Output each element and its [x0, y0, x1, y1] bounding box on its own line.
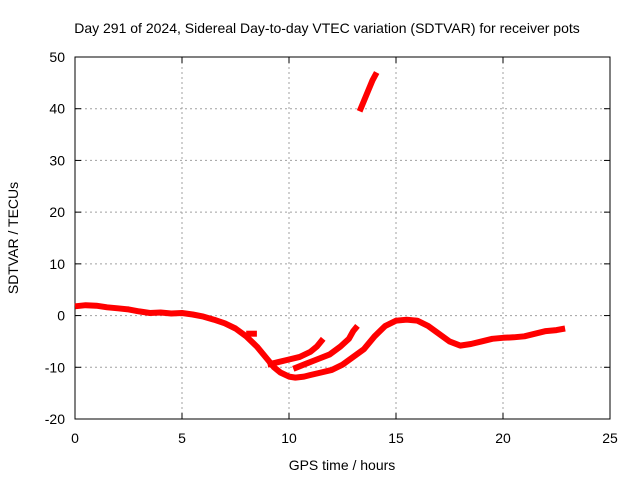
y-tick-label: 0 — [57, 308, 65, 324]
y-tick-label: 40 — [49, 101, 65, 117]
series-third-trace — [292, 323, 360, 372]
x-tick-label: 0 — [71, 430, 79, 446]
x-tick-label: 15 — [388, 430, 404, 446]
series-secondary-trace — [266, 336, 326, 368]
y-tick-label: -20 — [45, 411, 65, 427]
x-axis-title: GPS time / hours — [289, 457, 396, 473]
x-tick-label: 10 — [281, 430, 297, 446]
y-tick-label: 20 — [49, 204, 65, 220]
x-tick-label: 5 — [178, 430, 186, 446]
chart-title: Day 291 of 2024, Sidereal Day-to-day VTE… — [74, 20, 580, 36]
x-tick-label: 20 — [495, 430, 511, 446]
axis-ticks — [74, 56, 611, 420]
data-series — [74, 71, 566, 381]
y-axis-title: SDTVAR / TECUs — [5, 182, 21, 294]
y-tick-label: -10 — [45, 359, 65, 375]
x-tick-labels: 0 5 10 15 20 25 — [71, 430, 618, 446]
series-main-trace — [74, 302, 566, 381]
y-tick-labels: -20 -10 0 10 20 30 40 50 — [45, 49, 65, 427]
y-tick-label: 10 — [49, 256, 65, 272]
y-tick-label: 50 — [49, 49, 65, 65]
grid-lines — [75, 57, 610, 419]
y-tick-label: 30 — [49, 152, 65, 168]
x-tick-label: 25 — [602, 430, 618, 446]
series-isolated-high-trace — [356, 71, 380, 113]
plot-frame — [74, 56, 611, 420]
